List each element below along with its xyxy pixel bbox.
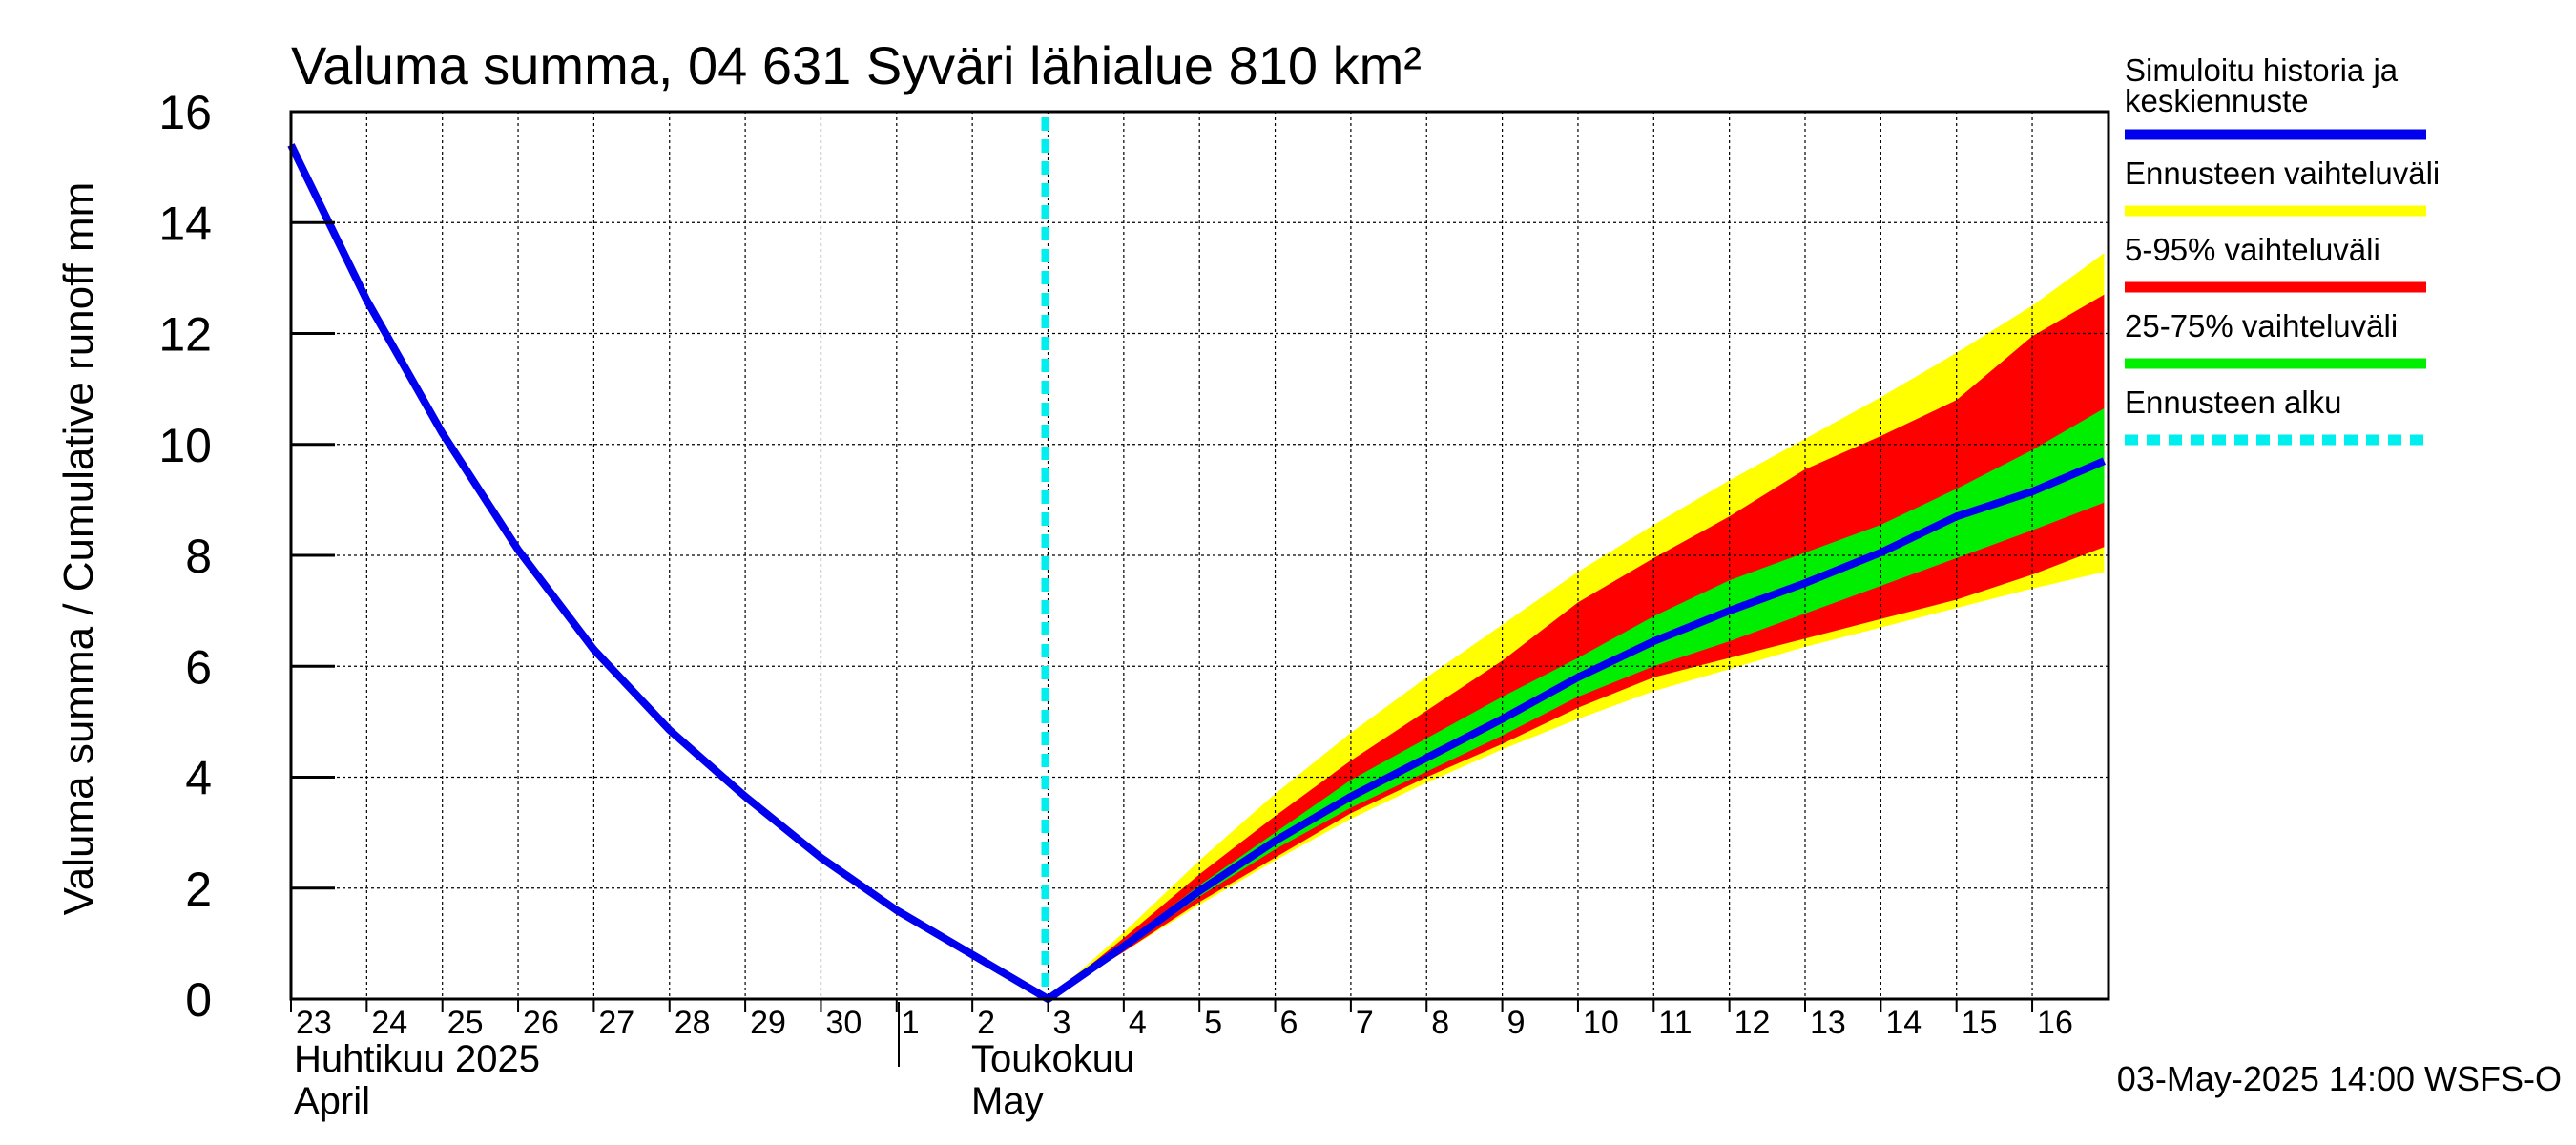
y-tick-label: 10: [158, 419, 212, 472]
x-tick-label: 5: [1204, 1005, 1222, 1041]
y-tick-label: 14: [158, 197, 212, 250]
y-tick-label: 8: [185, 530, 212, 583]
legend-label: Ennusteen vaihteluväli: [2125, 156, 2440, 191]
legend-label: Simuloitu historia ja: [2125, 52, 2399, 88]
x-tick-label: 9: [1507, 1005, 1526, 1041]
x-tick-label: 7: [1356, 1005, 1374, 1041]
x-tick-label: 26: [523, 1005, 559, 1041]
x-tick-label: 13: [1810, 1005, 1846, 1041]
legend-label: Ennusteen alku: [2125, 385, 2342, 420]
month-label-april-en: April: [294, 1080, 370, 1122]
series-lines: [287, 117, 2106, 1003]
series-line-0: [287, 143, 2106, 1003]
x-tick-label: 25: [447, 1005, 484, 1041]
x-tick-label: 23: [296, 1005, 332, 1041]
y-tick-label: 2: [185, 863, 212, 916]
x-tick-label: 1: [902, 1005, 920, 1041]
y-tick-label: 4: [185, 752, 212, 805]
month-label-april-fi: Huhtikuu 2025: [294, 1038, 540, 1080]
footer-timestamp: 03-May-2025 14:00 WSFS-O: [2117, 1059, 2562, 1098]
x-tick-label: 8: [1431, 1005, 1449, 1041]
legend-label-line2: keskiennuste: [2125, 83, 2309, 118]
legend-label: 5-95% vaihteluväli: [2125, 232, 2380, 267]
y-axis-label: Valuma summa / Cumulative runoff mm: [55, 182, 102, 916]
month-label-may-fi: Toukokuu: [971, 1038, 1134, 1080]
x-tick-label: 4: [1129, 1005, 1147, 1041]
grid-lines: [291, 112, 2109, 999]
x-tick-label: 28: [675, 1005, 711, 1041]
y-tick-label: 0: [185, 973, 212, 1027]
x-tick-label: 2: [977, 1005, 995, 1041]
x-axis-ticks: 23 24 25 26 27 28 29 30 1 2 3 4 5 6 7 8 9 10 11 12 13 14 15 16: [290, 999, 2073, 1041]
x-tick-label: 3: [1053, 1005, 1071, 1041]
x-tick-label: 29: [750, 1005, 786, 1041]
legend-label: 25-75% vaihteluväli: [2125, 308, 2398, 344]
band-2: [1048, 408, 2105, 999]
x-tick-label: 15: [1962, 1005, 1998, 1041]
x-tick-label: 11: [1658, 1005, 1692, 1041]
x-tick-label: 16: [2037, 1005, 2073, 1041]
x-tick-label: 14: [1885, 1005, 1922, 1041]
y-tick-label: 12: [158, 308, 212, 362]
month-labels: Huhtikuu 2025 April Toukokuu May: [294, 1002, 1134, 1122]
month-label-may-en: May: [971, 1080, 1044, 1122]
x-tick-label: 27: [598, 1005, 634, 1041]
x-tick-label: 24: [371, 1005, 407, 1041]
x-tick-label: 10: [1583, 1005, 1619, 1041]
plot-frame: [289, 110, 2110, 1001]
y-tick-label: 6: [185, 640, 212, 694]
x-tick-label: 30: [825, 1005, 862, 1041]
y-tick-label: 16: [158, 86, 212, 139]
x-tick-label: 12: [1735, 1005, 1771, 1041]
chart-title: Valuma summa, 04 631 Syväri lähialue 810…: [291, 35, 1422, 95]
x-tick-label: 6: [1280, 1005, 1298, 1041]
